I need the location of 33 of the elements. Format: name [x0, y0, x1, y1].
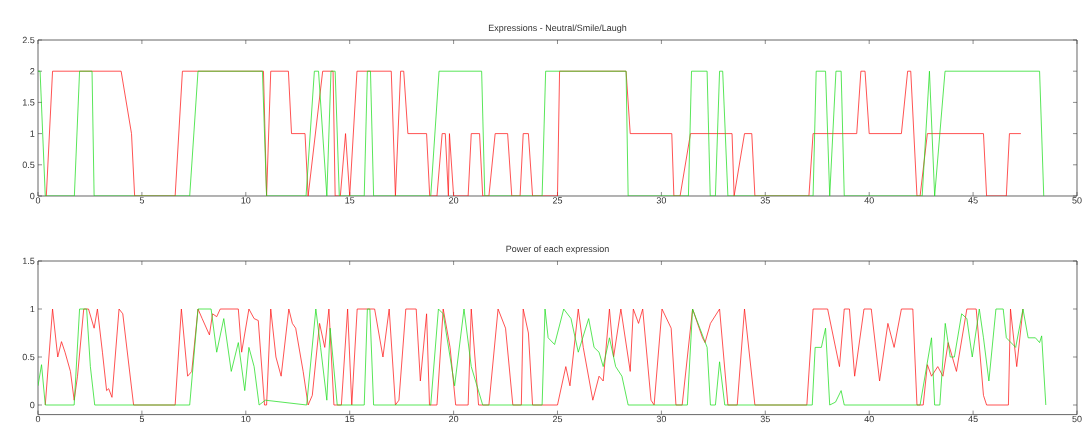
x-tick-label: 20: [449, 415, 459, 423]
chart-title: Power of each expression: [506, 245, 609, 254]
x-tick-label: 5: [139, 197, 145, 204]
x-tick-label: 30: [656, 415, 667, 423]
y-tick-label: 2: [30, 68, 35, 75]
x-tick-label: 10: [241, 197, 251, 204]
y-tick-label: 1.5: [22, 257, 35, 265]
y-tick-label: 0.5: [22, 161, 35, 168]
x-tick-label: 30: [656, 197, 667, 204]
x-tick-label: 35: [760, 197, 770, 204]
x-tick-label: 45: [968, 197, 978, 204]
x-tick-label: 40: [864, 415, 874, 423]
chart-title: Expressions - Neutral/Smile/Laugh: [488, 24, 627, 33]
x-tick-label: 35: [760, 415, 770, 423]
y-tick-label: 0.5: [22, 353, 35, 361]
x-tick-label: 50: [1072, 197, 1082, 204]
y-tick-label: 1: [30, 305, 35, 313]
x-tick-label: 15: [345, 415, 355, 423]
x-tick-label: 40: [864, 197, 874, 204]
x-tick-label: 15: [345, 197, 355, 204]
x-tick-label: 25: [552, 415, 563, 423]
x-tick-label: 20: [449, 197, 459, 204]
x-tick-label: 25: [552, 197, 563, 204]
y-tick-label: 1.5: [22, 99, 35, 106]
x-tick-label: 0: [35, 197, 41, 204]
x-tick-label: 5: [139, 415, 145, 423]
x-tick-label: 50: [1072, 415, 1082, 423]
y-tick-label: 0: [30, 401, 35, 409]
x-tick-label: 10: [241, 415, 251, 423]
x-tick-label: 45: [968, 415, 978, 423]
y-tick-label: 2.5: [22, 36, 35, 44]
x-tick-label: 0: [35, 415, 41, 423]
y-tick-label: 1: [30, 130, 35, 137]
